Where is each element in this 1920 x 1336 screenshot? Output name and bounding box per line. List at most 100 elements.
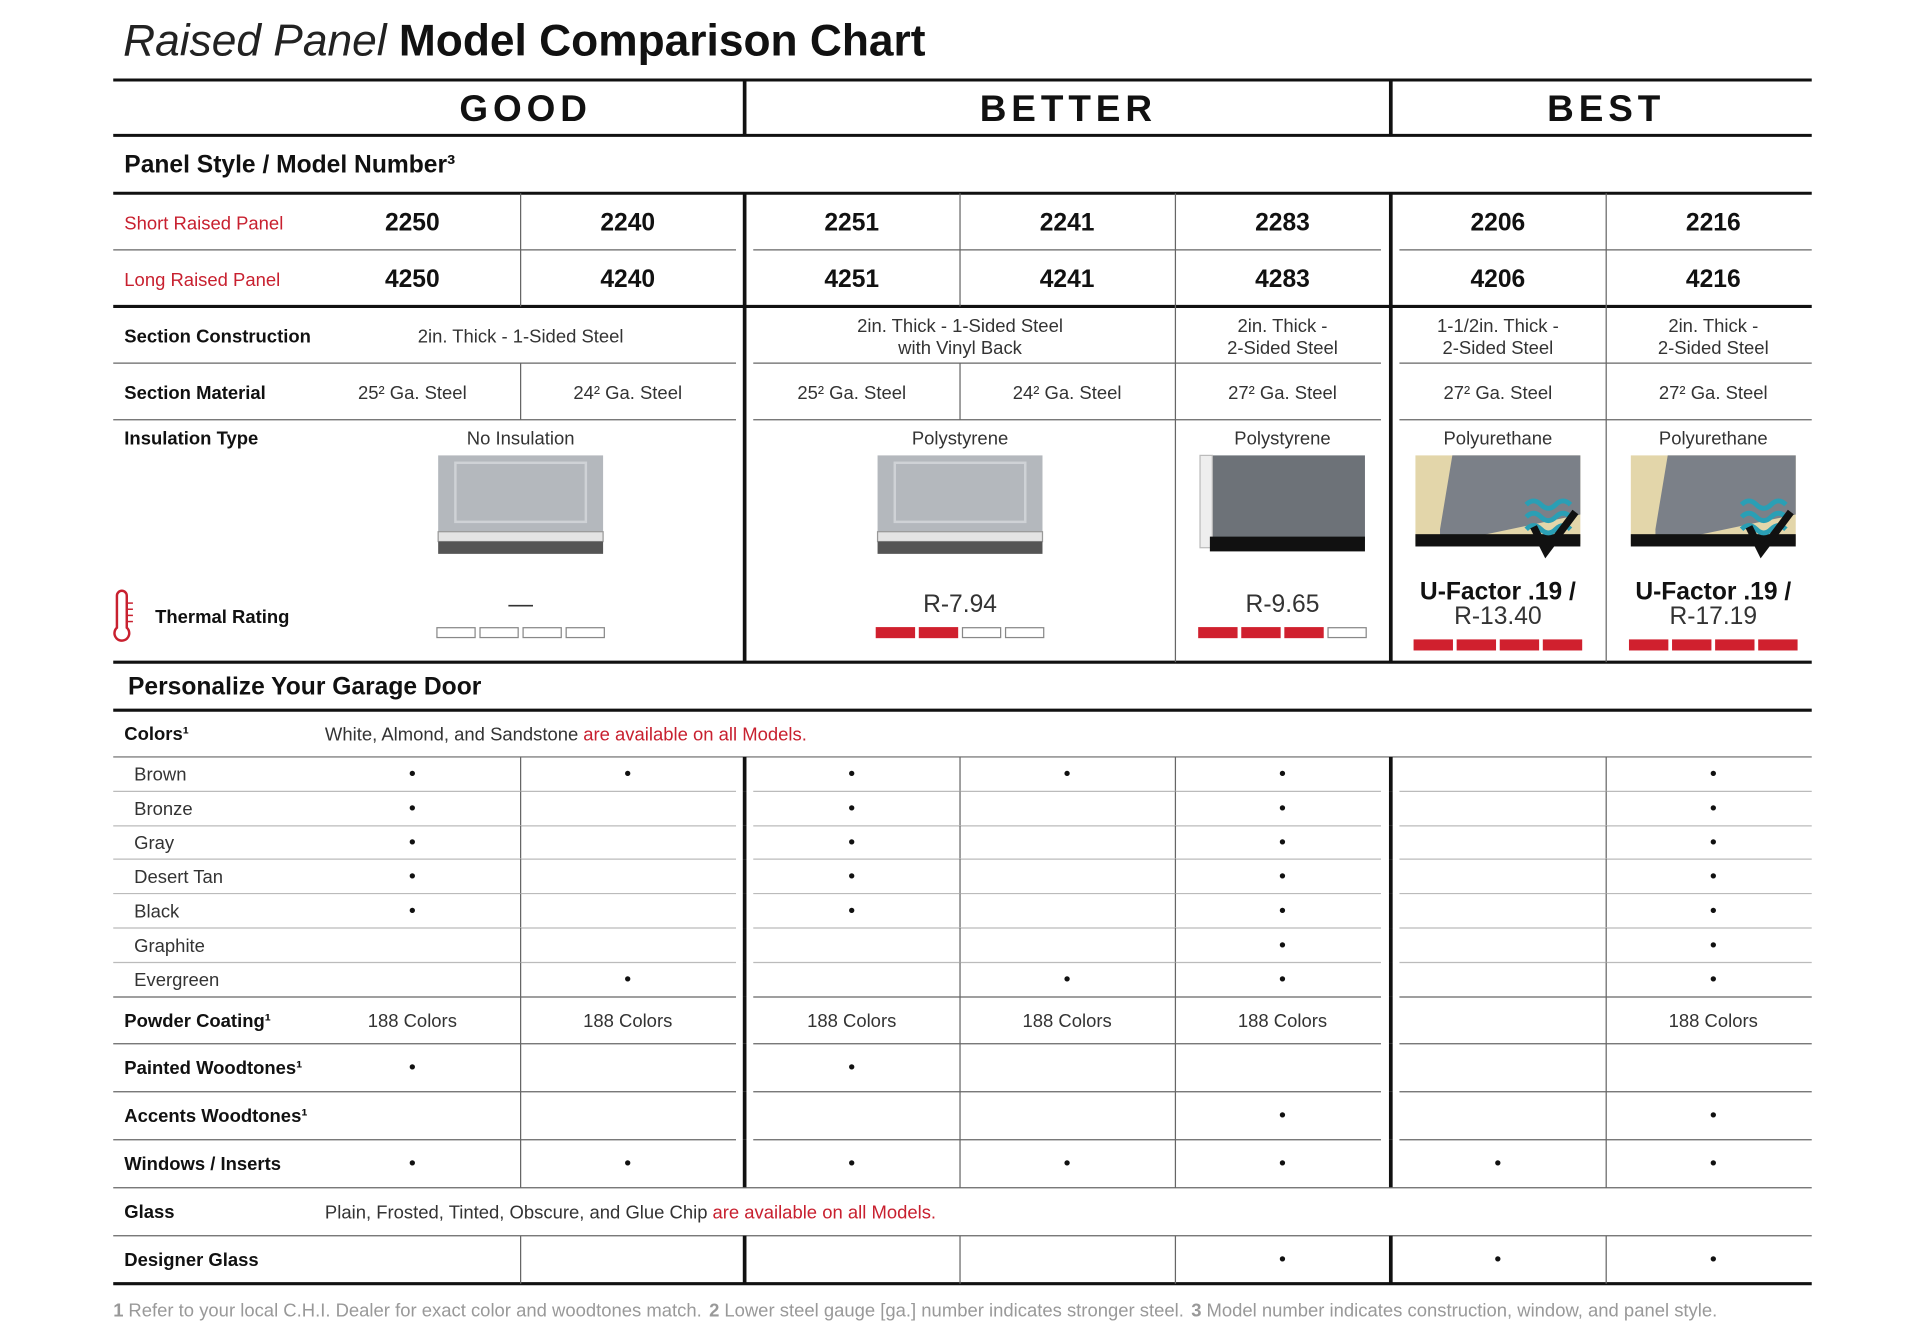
construction-cell: 2in. Thick - 1-Sided Steel	[418, 326, 624, 347]
row-label: Gray	[134, 832, 175, 853]
row-label: Painted Woodtones¹	[124, 1057, 302, 1078]
availability-dot: •	[409, 831, 416, 853]
chart-body: Raised Panel Model Comparison Chart GOOD BE…	[113, 16, 1812, 1320]
row-label: Section Construction	[124, 326, 311, 347]
model-number: 2216	[1686, 209, 1741, 236]
material-cell: 27² Ga. Steel	[1444, 382, 1553, 403]
title-bold: Model Comparison Chart	[399, 16, 926, 65]
r-value: R-7.94	[923, 591, 997, 618]
thermal-bar	[479, 627, 519, 639]
model-number: 4250	[385, 266, 440, 293]
row-label: Desert Tan	[134, 866, 223, 887]
thermal-bar	[1284, 627, 1324, 639]
option-cell: 188 Colors	[807, 1010, 896, 1031]
note-highlight: are available on all Models.	[583, 723, 807, 744]
availability-dot: •	[848, 1057, 855, 1079]
row-note: Plain, Frosted, Tinted, Obscure, and Glu…	[325, 1201, 936, 1222]
thermal-bar	[961, 627, 1002, 639]
thermal-bar	[1499, 639, 1540, 651]
thermal-bar	[1198, 627, 1238, 639]
availability-dot: •	[1279, 900, 1286, 922]
door-image	[437, 455, 604, 554]
material-cell: 27² Ga. Steel	[1228, 382, 1337, 403]
availability-dot: •	[1710, 865, 1717, 887]
panel	[877, 455, 1043, 532]
thermal-bar	[1456, 639, 1497, 651]
footnote-text: Model number indicates construction, win…	[1206, 1299, 1717, 1320]
model-number: 4206	[1471, 266, 1526, 293]
footnotes: 1 Refer to your local C.H.I. Dealer for e…	[113, 1299, 1717, 1320]
text-line: with Vinyl Back	[897, 337, 1023, 358]
thermal-bar	[522, 627, 562, 639]
thermometer-icon	[113, 589, 131, 642]
option-cell: 188 Colors	[583, 1010, 672, 1031]
door-image	[1199, 454, 1365, 552]
r-value: R-17.19	[1669, 603, 1757, 630]
material-cell: 24² Ga. Steel	[1013, 382, 1122, 403]
row-label: Colors¹	[124, 723, 189, 744]
r-value: R-13.40	[1454, 603, 1542, 630]
availability-dot: •	[1064, 969, 1071, 991]
insulation-cell: Polystyrene	[1234, 428, 1330, 449]
insulation-cell: Polyurethane	[1659, 428, 1768, 449]
note-highlight: are available on all Models.	[712, 1201, 936, 1222]
construction-cell: 2in. Thick -2-Sided Steel	[1227, 314, 1338, 357]
footnote-number: 1	[113, 1299, 123, 1320]
section-title: Panel Style / Model Number³	[124, 151, 455, 178]
seal	[438, 541, 604, 554]
thermal-bar	[565, 627, 605, 639]
tier-header: BEST	[1547, 88, 1665, 129]
rail	[876, 531, 1044, 543]
material-cell: 25² Ga. Steel	[797, 382, 906, 403]
insulation-cell: No Insulation	[467, 428, 575, 449]
availability-dot: •	[1279, 969, 1286, 991]
availability-dot: •	[1279, 831, 1286, 853]
panel-inset	[454, 461, 588, 524]
option-cell: 188 Colors	[1238, 1010, 1327, 1031]
model-number: 4283	[1255, 266, 1310, 293]
tier-header: GOOD	[459, 88, 591, 129]
availability-dot: •	[1710, 831, 1717, 853]
availability-dot: •	[409, 865, 416, 887]
footnote-number: 2	[709, 1299, 719, 1320]
row-label: Black	[134, 900, 180, 921]
thermal-bar	[1327, 627, 1367, 639]
availability-dot: •	[409, 900, 416, 922]
panel	[1200, 455, 1365, 542]
footnote-number: 3	[1191, 1299, 1201, 1320]
availability-dot: •	[1279, 1105, 1286, 1127]
thermal-bar	[875, 627, 916, 639]
u-factor: U-Factor .19 /	[1635, 579, 1791, 606]
thermal-bar	[436, 627, 476, 639]
row-label: Powder Coating¹	[124, 1010, 271, 1031]
model-number: 2250	[385, 209, 440, 236]
footnote-text: Refer to your local C.H.I. Dealer for ex…	[128, 1299, 701, 1320]
material-cell: 27² Ga. Steel	[1659, 382, 1768, 403]
door-image	[1630, 455, 1796, 559]
model-number: 2283	[1255, 209, 1310, 236]
option-cell: 188 Colors	[1669, 1010, 1758, 1031]
availability-dot: •	[409, 763, 416, 785]
availability-dot: •	[624, 763, 631, 785]
row-label: Short Raised Panel	[124, 212, 283, 233]
seal	[1209, 536, 1365, 552]
check-icon	[1745, 509, 1794, 559]
thermal-bar	[1413, 639, 1453, 651]
thermal-bar	[1715, 639, 1755, 651]
thermal-bar	[1004, 627, 1045, 639]
availability-dot: •	[1279, 1153, 1286, 1175]
availability-dot: •	[848, 900, 855, 922]
availability-dot: •	[1710, 798, 1717, 820]
availability-dot: •	[1064, 763, 1071, 785]
row-label: Thermal Rating	[155, 606, 289, 627]
thermal-bar	[1241, 627, 1281, 639]
availability-dot: •	[1279, 1249, 1286, 1271]
availability-dot: •	[848, 865, 855, 887]
panel	[1655, 455, 1796, 545]
row-note: White, Almond, and Sandstone are availabl…	[325, 723, 807, 744]
row-label: Graphite	[134, 935, 205, 956]
material-cell: 25² Ga. Steel	[358, 382, 467, 403]
wave-icon	[1524, 498, 1573, 511]
wave-icon	[1524, 510, 1573, 524]
